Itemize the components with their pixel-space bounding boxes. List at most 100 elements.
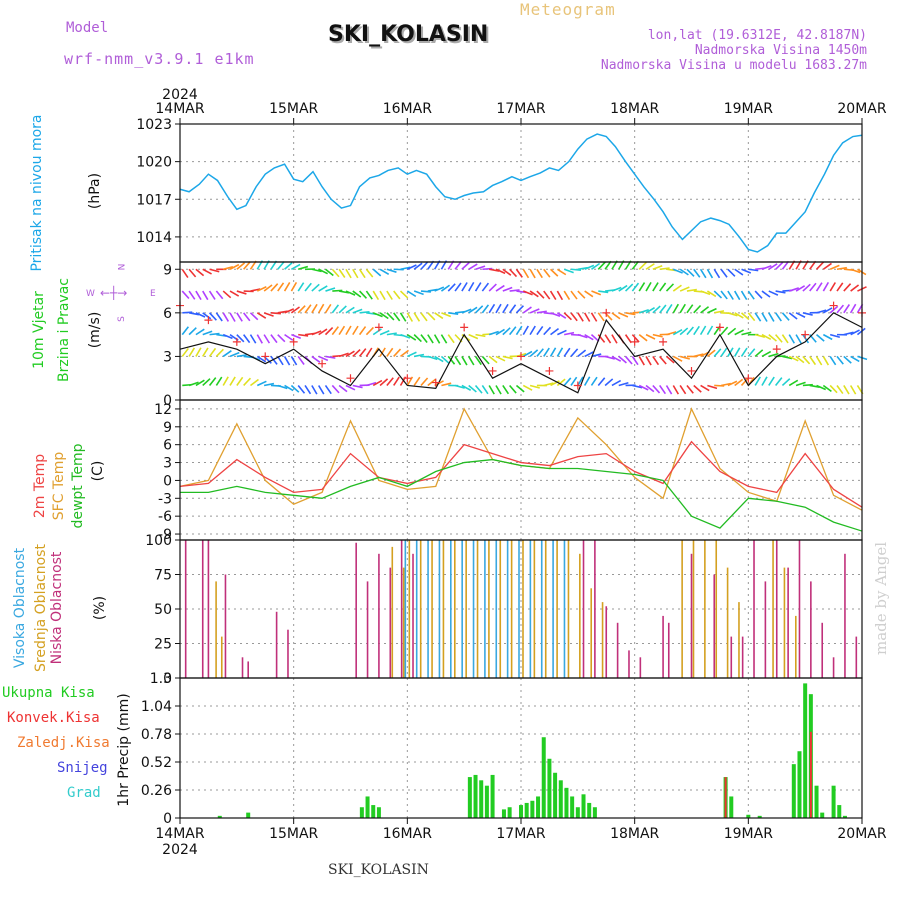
wind-barb (372, 268, 382, 277)
wind-barb (652, 282, 659, 292)
wind-barb (843, 283, 852, 292)
wind-barb (836, 266, 847, 271)
wind-barb (699, 325, 707, 336)
wind-barb (468, 281, 475, 292)
wind-barb (563, 347, 571, 357)
wind-barb (447, 334, 455, 344)
wind-barb (379, 268, 390, 275)
wind-barb (849, 303, 857, 314)
precip-total-bar (530, 800, 535, 818)
wind-barb (795, 355, 805, 364)
wind-barb (468, 333, 479, 340)
wind-barb (720, 347, 728, 357)
wind-barb (495, 303, 502, 314)
wind-barb (850, 284, 860, 292)
wind-barb (474, 282, 482, 292)
wind-barb (249, 334, 257, 344)
wind-barb (372, 312, 383, 318)
wind-barb (775, 334, 783, 343)
compass-cross-icon: ←┼→ (100, 286, 128, 300)
wind-gust-marker (573, 381, 582, 390)
wind-barb (522, 268, 530, 279)
wind-barb (202, 290, 209, 301)
wind-barb (761, 333, 772, 341)
precip-total-bar (575, 807, 580, 818)
wind-barb (324, 385, 332, 395)
x-tick-label-bottom: 18MAR (610, 826, 659, 842)
wind-barb (358, 326, 367, 336)
wind-barb (338, 325, 346, 336)
wind-barb (706, 349, 716, 358)
wind-barb (836, 282, 844, 292)
wind-barb (386, 312, 395, 321)
precip-total-bar (757, 815, 762, 818)
wind-barb (250, 288, 261, 292)
wind-barb (700, 384, 710, 392)
wind-barb (208, 377, 217, 386)
wind-barb (229, 376, 236, 386)
wind-barb (577, 312, 584, 322)
wind-barb (577, 333, 588, 339)
wind-gust-marker (630, 337, 639, 346)
wind-barb (536, 310, 547, 314)
wind-barb (802, 334, 810, 344)
wind-barb (652, 355, 660, 366)
wind-barb (318, 285, 328, 292)
wind-barb (379, 312, 389, 320)
wind-barb (338, 352, 349, 358)
wind-barb (747, 348, 756, 357)
wind-barb (304, 385, 312, 395)
wind-barb (243, 334, 251, 344)
wind-barb (515, 268, 523, 278)
wind-barb (386, 377, 394, 386)
precip-total-bar (490, 774, 495, 818)
wind-barb (495, 355, 506, 362)
wind-barb (788, 355, 799, 362)
wind-barb (317, 385, 325, 395)
wind-barb (672, 284, 682, 292)
wind-barb (291, 333, 302, 340)
precip-total-bar (371, 805, 376, 818)
wind-barb (843, 331, 854, 336)
wind-barb (734, 347, 741, 357)
wind-barb (365, 268, 374, 278)
wind-barb (488, 355, 498, 364)
wind-barb (543, 290, 551, 300)
precip-total-bar (746, 814, 751, 818)
wind-barb (536, 348, 544, 357)
wind-barb (754, 349, 764, 358)
wind-barb (727, 268, 736, 277)
wind-barb (393, 376, 400, 386)
wind-barb (638, 334, 648, 342)
y-tick-label: 0.26 (141, 783, 172, 799)
wind-barb (652, 384, 661, 394)
precip-total-bar (570, 796, 575, 818)
wind-barb (645, 263, 655, 270)
wind-barb (440, 355, 450, 364)
wind-barb (638, 282, 646, 292)
wind-barb (822, 333, 833, 341)
y-tick-label: 6 (163, 306, 172, 322)
wind-gust-marker (687, 366, 696, 375)
x-tick-label-bottom: 17MAR (496, 826, 545, 842)
wind-barb (222, 333, 233, 340)
compass-east: E (150, 289, 156, 299)
wind-barb (775, 261, 784, 270)
wind-barb (317, 303, 325, 314)
wind-barb (591, 353, 602, 358)
wind-barb (563, 290, 571, 300)
wind-barb (802, 312, 813, 316)
wind-barb (597, 261, 606, 270)
wind-barb (304, 282, 312, 292)
wind-barb (359, 290, 368, 299)
x-tick-label-bottom: 15MAR (269, 826, 318, 842)
wind-barb (345, 306, 355, 314)
wind-barb (699, 268, 707, 279)
wind-barb (468, 306, 478, 314)
wind-barb (229, 290, 240, 297)
wind-barb (700, 306, 710, 314)
wind-barb (529, 349, 539, 358)
wind-gust-marker (772, 345, 781, 354)
precip-total-bar (791, 764, 796, 818)
legend-conv: Konvek.Kisa (7, 710, 100, 726)
